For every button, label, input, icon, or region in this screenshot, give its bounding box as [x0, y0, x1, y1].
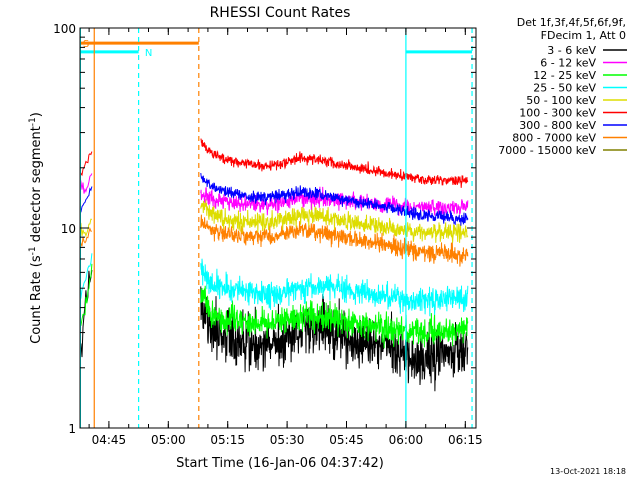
legend-label: 100 - 300 keV [519, 107, 596, 120]
legend-label: 6 - 12 keV [540, 57, 596, 70]
legend-label: 12 - 25 keV [533, 69, 596, 82]
series-line-segment [200, 214, 469, 267]
series-300-800-kev [79, 173, 469, 226]
y-axis-label: Count Rate (s-1 detector segment-1) [28, 112, 44, 344]
x-tick-label: 06:00 [389, 433, 424, 447]
legend-label: 50 - 100 keV [526, 94, 596, 107]
x-tick-label: 05:15 [210, 433, 245, 447]
series-line-segment [79, 173, 93, 194]
chart-title: RHESSI Count Rates [210, 5, 351, 21]
legend-entry: 25 - 50 keV [533, 82, 627, 95]
legend-entry: 300 - 800 keV [519, 119, 627, 132]
legend-entry: 6 - 12 keV [540, 57, 627, 70]
legend: Det 1f,3f,4f,5f,6f,9f, FDecim 1, Att 0 3… [498, 16, 627, 157]
legend-entry: 800 - 7000 keV [512, 132, 627, 145]
x-axis: 04:45 05:00 05:15 05:30 05:45 06:00 06:15 [88, 28, 483, 447]
series-line-segment [200, 285, 469, 349]
x-axis-label: Start Time (16-Jan-06 04:37:42) [176, 456, 384, 471]
legend-header-line-2: FDecim 1, Att 0 [541, 29, 626, 42]
series-25-50-kev [79, 253, 469, 317]
x-tick-label: 05:30 [270, 433, 305, 447]
legend-header-line-1: Det 1f,3f,4f,5f,6f,9f, [517, 16, 626, 29]
timestamp: 13-Oct-2021 18:18 [550, 467, 626, 476]
series-line-segment [79, 253, 93, 299]
legend-label: 7000 - 15000 keV [498, 144, 596, 157]
legend-entry: 3 - 6 keV [547, 44, 627, 57]
series-line-segment [200, 138, 469, 188]
legend-entry: 100 - 300 keV [519, 107, 627, 120]
series-6-12-kev [79, 173, 469, 219]
series-line-segment [200, 186, 469, 219]
series-line-segment [79, 263, 93, 326]
legend-label: 25 - 50 keV [533, 82, 596, 95]
legend-entry: 12 - 25 keV [533, 69, 627, 82]
legend-entry: 7000 - 15000 keV [498, 144, 627, 157]
y-tick-label: 100 [53, 22, 76, 36]
y-tick-label: 10 [61, 222, 76, 236]
y-axis: 1 10 100 [53, 22, 476, 436]
legend-entry: 50 - 100 keV [526, 94, 627, 107]
interval-label: N [145, 48, 152, 59]
x-tick-label: 05:45 [329, 433, 364, 447]
legend-label: 800 - 7000 keV [512, 132, 596, 145]
series-12-25-kev [79, 263, 469, 349]
series-line-segment [79, 226, 92, 249]
x-tick-label: 06:15 [448, 433, 483, 447]
series-line-segment [79, 151, 93, 179]
series-50-100-kev [79, 199, 469, 243]
series-line-segment [200, 286, 469, 392]
series-100-300-kev [79, 138, 469, 188]
legend-label: 300 - 800 keV [519, 119, 596, 132]
y-tick-label: 1 [68, 422, 76, 436]
x-tick-label: 05:00 [151, 433, 186, 447]
legend-label: 3 - 6 keV [547, 44, 596, 57]
series-line-segment [200, 173, 469, 226]
series-line-segment [79, 186, 93, 214]
series-line-segment [200, 258, 469, 317]
series-800-7000-kev [79, 214, 469, 267]
series-layer [79, 138, 469, 392]
x-tick-label: 04:45 [92, 433, 127, 447]
series-line-segment [79, 218, 92, 238]
series-line-segment [200, 199, 469, 243]
interval-label: S [83, 39, 89, 50]
